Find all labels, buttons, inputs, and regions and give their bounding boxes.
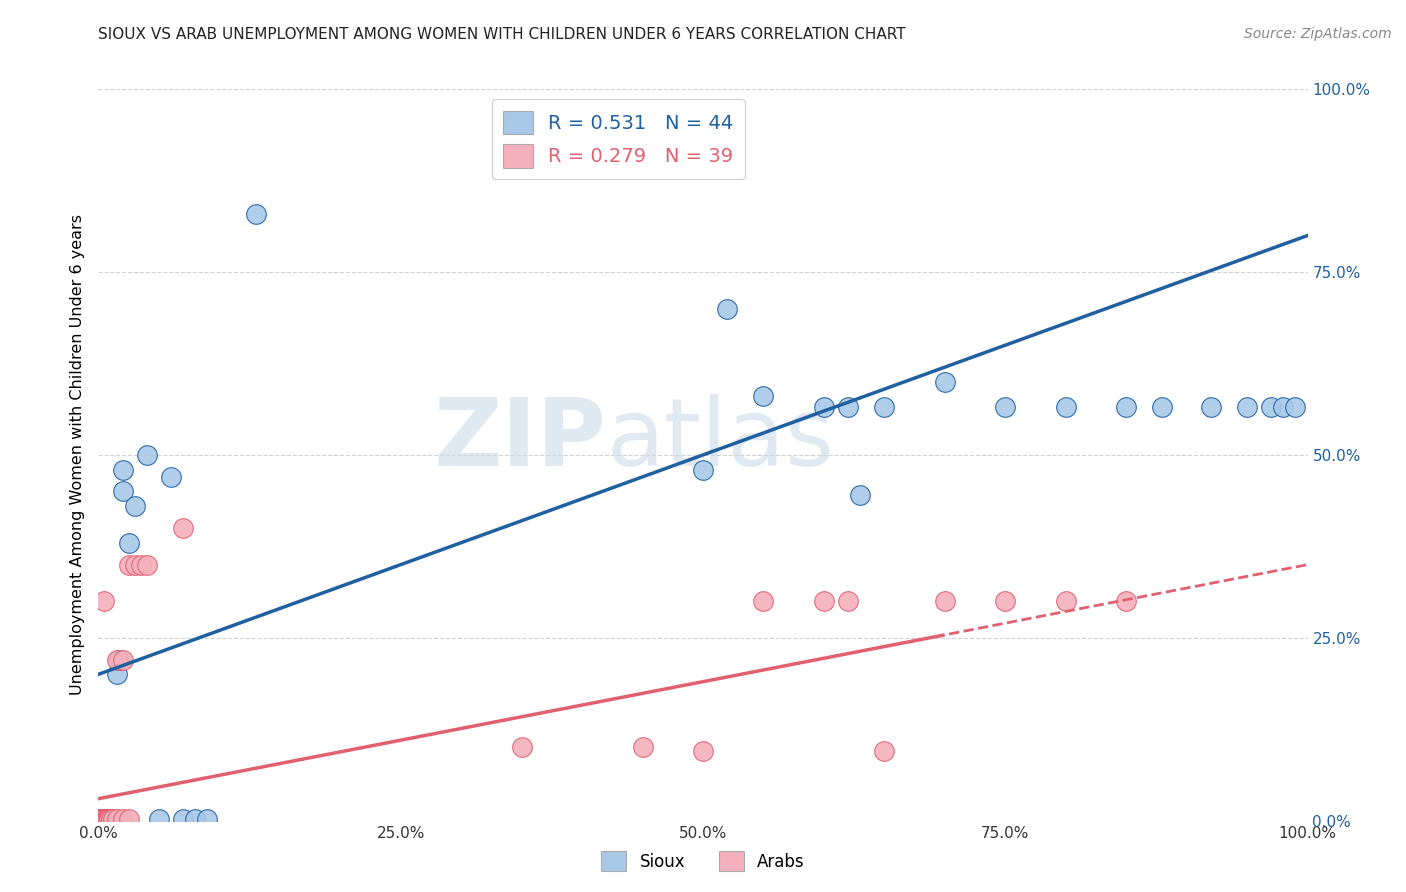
Point bbox=[93, 812, 115, 826]
Legend: Sioux, Arabs: Sioux, Arabs bbox=[595, 845, 811, 878]
Point bbox=[1115, 401, 1137, 415]
Point bbox=[118, 535, 141, 549]
Point bbox=[118, 558, 141, 572]
Point bbox=[510, 740, 533, 755]
Point bbox=[1115, 594, 1137, 608]
Point bbox=[93, 594, 115, 608]
Point bbox=[873, 744, 896, 758]
Point bbox=[105, 653, 128, 667]
Point bbox=[245, 206, 267, 220]
Point bbox=[195, 812, 218, 826]
Point bbox=[1054, 401, 1077, 415]
Y-axis label: Unemployment Among Women with Children Under 6 years: Unemployment Among Women with Children U… bbox=[69, 214, 84, 696]
Point bbox=[837, 401, 859, 415]
Point bbox=[135, 448, 157, 462]
Point bbox=[1284, 401, 1306, 415]
Text: ZIP: ZIP bbox=[433, 394, 606, 486]
Text: Source: ZipAtlas.com: Source: ZipAtlas.com bbox=[1244, 27, 1392, 41]
Point bbox=[91, 812, 114, 826]
Point bbox=[934, 594, 956, 608]
Point bbox=[752, 389, 775, 403]
Point bbox=[91, 812, 114, 826]
Point bbox=[172, 521, 194, 535]
Point bbox=[994, 401, 1017, 415]
Point bbox=[934, 375, 956, 389]
Point bbox=[97, 812, 120, 826]
Point bbox=[96, 812, 118, 826]
Point bbox=[97, 812, 120, 826]
Point bbox=[93, 812, 115, 826]
Point bbox=[91, 812, 114, 826]
Point bbox=[96, 812, 118, 826]
Point bbox=[108, 653, 131, 667]
Point bbox=[90, 812, 112, 826]
Point bbox=[813, 401, 835, 415]
Point bbox=[94, 812, 117, 826]
Point bbox=[172, 812, 194, 826]
Point bbox=[91, 812, 114, 826]
Point bbox=[1152, 401, 1174, 415]
Point bbox=[752, 594, 775, 608]
Point bbox=[111, 462, 134, 476]
Point bbox=[98, 812, 121, 826]
Point bbox=[89, 812, 111, 826]
Point bbox=[111, 653, 134, 667]
Point bbox=[692, 744, 714, 758]
Point bbox=[124, 558, 146, 572]
Point bbox=[100, 812, 122, 826]
Point bbox=[93, 812, 115, 826]
Point bbox=[118, 812, 141, 826]
Point bbox=[90, 812, 112, 826]
Point bbox=[91, 812, 114, 826]
Point bbox=[184, 812, 207, 826]
Point bbox=[1199, 401, 1222, 415]
Point bbox=[124, 499, 146, 513]
Point bbox=[91, 812, 114, 826]
Point bbox=[94, 812, 117, 826]
Point bbox=[90, 812, 112, 826]
Point bbox=[89, 812, 111, 826]
Point bbox=[111, 812, 134, 826]
Point bbox=[98, 812, 121, 826]
Point bbox=[100, 812, 122, 826]
Point bbox=[994, 594, 1017, 608]
Point bbox=[101, 812, 124, 826]
Point bbox=[89, 812, 111, 826]
Text: atlas: atlas bbox=[606, 394, 835, 486]
Point bbox=[631, 740, 654, 755]
Point bbox=[111, 484, 134, 499]
Point bbox=[849, 488, 872, 502]
Point bbox=[1272, 401, 1295, 415]
Point bbox=[91, 812, 114, 826]
Point bbox=[1054, 594, 1077, 608]
Point bbox=[148, 812, 170, 826]
Point bbox=[692, 462, 714, 476]
Point bbox=[837, 594, 859, 608]
Point bbox=[100, 812, 122, 826]
Point bbox=[129, 558, 152, 572]
Point bbox=[105, 667, 128, 681]
Point bbox=[90, 812, 112, 826]
Point bbox=[100, 812, 122, 826]
Point bbox=[813, 594, 835, 608]
Point bbox=[89, 812, 111, 826]
Point bbox=[716, 301, 738, 316]
Point bbox=[135, 558, 157, 572]
Point bbox=[105, 812, 128, 826]
Point bbox=[873, 401, 896, 415]
Point bbox=[160, 470, 183, 484]
Point bbox=[1260, 401, 1282, 415]
Point bbox=[100, 812, 122, 826]
Point bbox=[1236, 401, 1258, 415]
Text: SIOUX VS ARAB UNEMPLOYMENT AMONG WOMEN WITH CHILDREN UNDER 6 YEARS CORRELATION C: SIOUX VS ARAB UNEMPLOYMENT AMONG WOMEN W… bbox=[98, 27, 905, 42]
